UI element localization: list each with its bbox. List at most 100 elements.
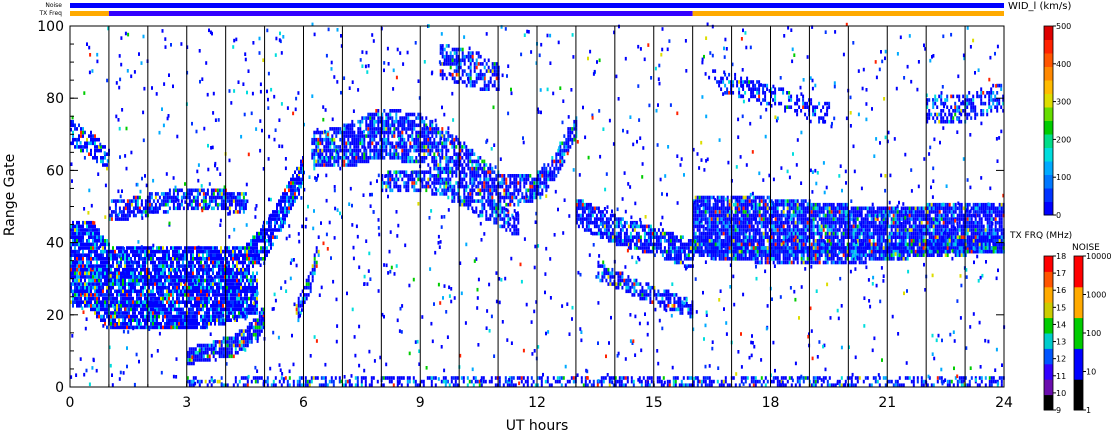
echo-cell — [176, 264, 178, 268]
echo-cell — [86, 264, 88, 268]
echo-cell — [317, 249, 320, 254]
echo-cell — [515, 217, 518, 221]
echo-cell — [463, 159, 466, 164]
echo-cell — [216, 206, 219, 211]
echo-cell — [194, 285, 196, 290]
echo-cell — [164, 278, 166, 283]
echo-cell — [483, 206, 486, 211]
noise-bar-label: Noise — [45, 2, 62, 9]
echo-cell — [499, 210, 502, 214]
echo-cell — [425, 188, 428, 193]
echo-cell — [208, 275, 210, 279]
echo-cell — [240, 307, 242, 312]
echo-cell — [112, 304, 114, 308]
echo-cell — [220, 264, 222, 268]
echo-cell — [451, 170, 454, 174]
echo-cell — [222, 300, 224, 304]
echo-cell — [319, 163, 322, 167]
echo-cell — [645, 242, 648, 247]
echo-cell — [485, 170, 488, 174]
echo-cell — [214, 188, 217, 193]
echo-cell — [92, 285, 94, 290]
echo-cell — [206, 311, 208, 315]
echo-cell — [653, 246, 656, 250]
echo-cell — [469, 80, 472, 84]
echo-cell — [140, 249, 142, 254]
echo-cell — [158, 307, 160, 312]
echo-cell — [78, 228, 80, 232]
echo-cell — [174, 206, 177, 211]
echo-cell — [84, 242, 86, 247]
echo-cell — [276, 213, 278, 218]
echo-cell — [122, 282, 124, 286]
echo-cell — [427, 181, 430, 185]
echo-cell — [469, 58, 472, 63]
echo-cell — [389, 181, 392, 185]
echo-cell — [228, 336, 231, 341]
echo-cell — [491, 72, 494, 77]
echo-cell — [611, 271, 614, 276]
echo-cell — [481, 170, 484, 174]
echo-cell — [242, 329, 245, 333]
echo-cell — [138, 304, 140, 308]
echo-cell — [573, 123, 576, 128]
echo-cell — [218, 260, 220, 265]
echo-cell — [224, 307, 226, 312]
echo-cell — [202, 325, 204, 330]
echo-cell — [467, 72, 470, 77]
echo-cell — [90, 264, 92, 268]
echo-cell — [499, 224, 502, 229]
echo-cell — [479, 210, 482, 214]
echo-cell — [397, 188, 400, 193]
echo-cell — [477, 199, 480, 203]
echo-cell — [230, 289, 232, 294]
echo-cell — [224, 296, 226, 301]
echo-cell — [132, 246, 134, 250]
echo-cell — [413, 184, 416, 189]
echo-cell — [88, 264, 90, 268]
echo-cell — [110, 285, 112, 290]
echo-cell — [593, 220, 596, 225]
echo-cell — [98, 235, 100, 239]
echo-cell — [437, 141, 440, 146]
echo-cell — [258, 257, 260, 261]
echo-cell — [315, 141, 318, 146]
echo-cell — [339, 137, 342, 142]
echo-cell — [166, 195, 169, 200]
echo-cell — [499, 192, 502, 196]
echo-cell — [441, 170, 444, 174]
echo-cell — [270, 213, 272, 218]
echo-cell — [473, 210, 476, 214]
echo-cell — [138, 257, 140, 261]
echo-cell — [190, 246, 192, 250]
echo-cell — [244, 260, 246, 265]
echo-cell — [649, 239, 652, 243]
echo-cell — [86, 304, 88, 308]
echo-cell — [168, 192, 171, 196]
echo-cell — [152, 206, 155, 211]
echo-cell — [433, 174, 436, 178]
echo-cell — [72, 264, 74, 268]
echo-cell — [679, 242, 682, 247]
echo-cell — [104, 296, 106, 301]
echo-cell — [361, 145, 364, 149]
echo-cell — [212, 300, 214, 304]
echo-cell — [635, 289, 638, 294]
echo-cell — [242, 340, 245, 344]
echo-cell — [453, 51, 456, 55]
echo-cell — [475, 72, 478, 77]
echo-cell — [114, 202, 117, 207]
echo-cell — [635, 278, 638, 283]
echo-cell — [76, 253, 78, 257]
echo-cell — [449, 184, 452, 189]
echo-cell — [184, 195, 187, 200]
echo-cell — [172, 322, 174, 326]
echo-cell — [116, 257, 118, 261]
echo-cell — [311, 278, 314, 283]
echo-cell — [467, 163, 470, 167]
echo-cell — [238, 282, 240, 286]
echo-cell — [202, 358, 205, 362]
echo-cell — [84, 246, 86, 250]
echo-cell — [164, 285, 166, 290]
echo-cell — [353, 163, 356, 167]
